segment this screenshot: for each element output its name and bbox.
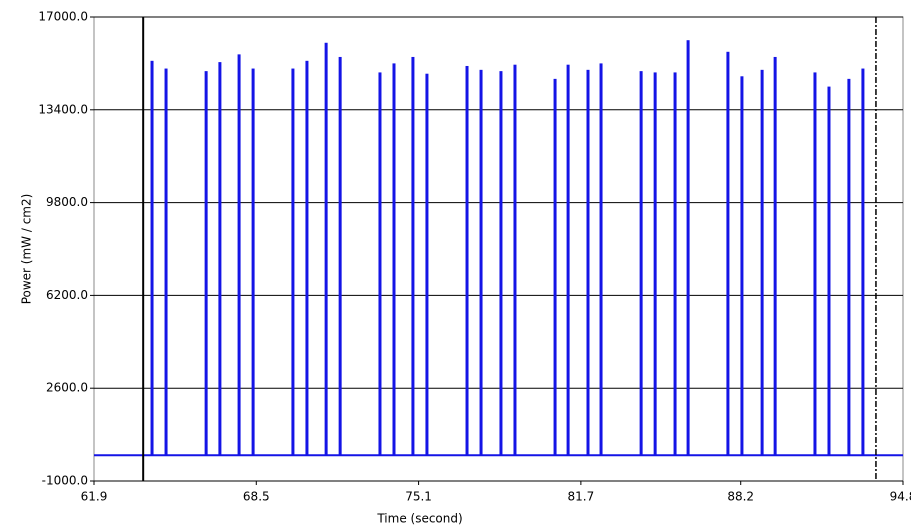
pulse xyxy=(479,69,483,456)
y-axis-label: Power (mW / cm2) xyxy=(20,194,34,305)
x-tick-label: 75.1 xyxy=(405,490,432,504)
pulse xyxy=(553,78,557,456)
x-tick-label: 81.7 xyxy=(568,490,595,504)
pulse xyxy=(813,72,817,456)
pulse xyxy=(513,64,517,456)
pulse xyxy=(204,71,208,456)
pulse xyxy=(861,68,865,456)
pulse xyxy=(425,73,429,456)
pulse xyxy=(740,76,744,456)
pulse xyxy=(686,40,690,456)
pulse xyxy=(599,63,603,456)
y-tick-label: 17000.0 xyxy=(38,10,88,24)
y-tick-label: 2600.0 xyxy=(46,381,88,395)
pulse xyxy=(726,51,730,456)
pulse xyxy=(673,72,677,456)
pulse xyxy=(150,60,154,456)
pulse xyxy=(164,68,168,456)
x-tick-label: 88.2 xyxy=(727,490,754,504)
pulse xyxy=(760,69,764,456)
pulse xyxy=(653,72,657,456)
pulse xyxy=(639,71,643,456)
pulse xyxy=(251,68,255,456)
pulse xyxy=(586,69,590,456)
pulse xyxy=(305,60,309,456)
pulse xyxy=(827,86,831,456)
y-tick-label: 13400.0 xyxy=(38,102,88,116)
pulse xyxy=(378,72,382,456)
x-tick-label: 94.8 xyxy=(890,490,911,504)
pulse xyxy=(338,56,342,456)
plot-area xyxy=(93,16,904,482)
pulse xyxy=(411,56,415,456)
pulse xyxy=(291,68,295,456)
pulse xyxy=(847,78,851,456)
y-tick-label: 6200.0 xyxy=(46,288,88,302)
pulse xyxy=(566,64,570,456)
pulse xyxy=(392,63,396,456)
x-tick-label: 68.5 xyxy=(243,490,270,504)
pulse xyxy=(499,71,503,456)
pulse xyxy=(218,62,222,456)
y-tick-label: 9800.0 xyxy=(46,195,88,209)
x-tick-label: 61.9 xyxy=(81,490,108,504)
x-axis-label: Time (second) xyxy=(376,512,462,526)
pulse xyxy=(237,54,241,456)
pulse xyxy=(324,42,328,456)
pulse xyxy=(773,56,777,456)
y-tick-label: -1000.0 xyxy=(42,474,88,488)
pulse xyxy=(465,65,469,456)
